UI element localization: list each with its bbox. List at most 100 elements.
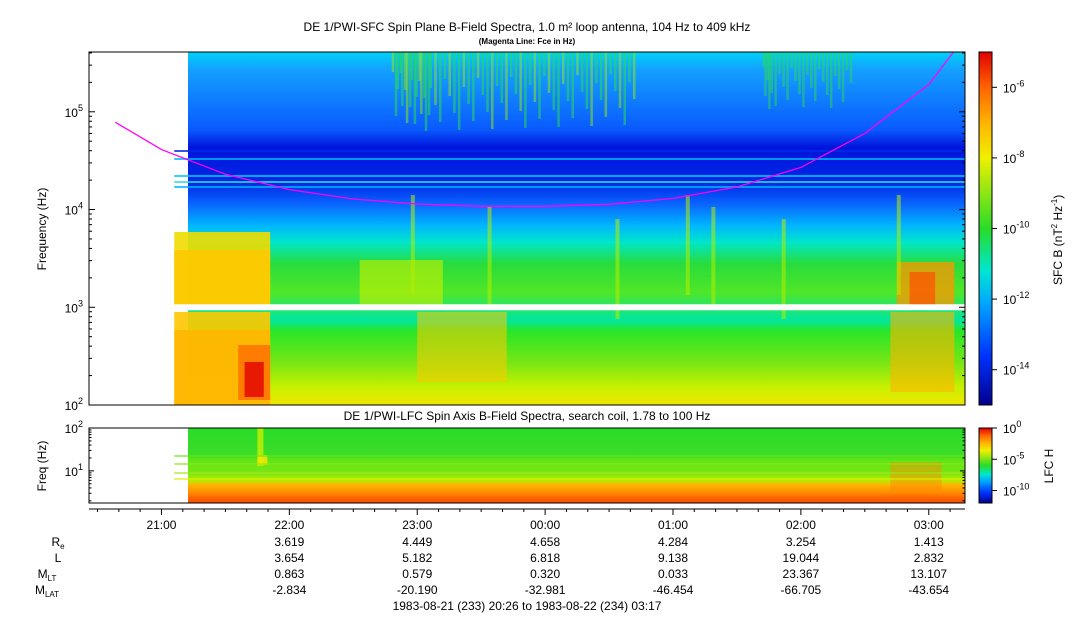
sfc-subtitle: (Magenta Line: Fce in Hz) [479,37,576,46]
time-axis-ticks: 21:00 22:00 23:00 00:00 01:00 02:00 03:00 [97,509,951,532]
lfc-features [174,428,965,492]
sfc-spectral-feature [711,207,716,307]
sfc-spectral-feature [552,52,556,110]
sfc-spectral-feature [585,52,589,109]
sfc-y-tick-label: 105 [65,103,83,120]
sfc-spectral-feature [590,52,593,126]
sfc-spectral-feature [790,52,793,68]
sfc-spectral-feature [774,52,777,106]
ephemeris-value: 3.619 [274,535,304,549]
sfc-spectral-feature [443,52,447,79]
ephemeris-value: 6.818 [530,551,560,565]
sfc-spectral-feature [434,52,437,105]
sfc-spectral-feature [632,52,636,99]
sfc-spectral-feature [453,52,456,113]
ephemeris-row-label: MLAT [35,583,59,599]
sfc-spectral-feature [614,52,617,91]
ephemeris-value: 1.413 [914,535,944,549]
sfc-data-gap-band [174,304,965,311]
sfc-spectral-feature [427,52,431,115]
time-tick-label: 03:00 [914,518,944,532]
sfc-spectral-feature [174,186,965,188]
ephemeris-value: 2.832 [914,551,944,565]
sfc-spectral-feature [609,52,612,74]
ephemeris-row-label: L [55,551,62,565]
lfc-frame [88,427,966,504]
ephemeris-value: 4.449 [402,535,432,549]
sfc-spectral-feature [423,52,426,98]
sfc-spectral-feature [391,52,395,72]
lfc-spectral-feature [174,463,965,465]
sfc-spectral-feature [417,312,507,382]
sfc-spectral-feature [623,52,627,125]
sfc-y-label: Frequency (Hz) [35,188,49,271]
sfc-spectral-feature [798,52,801,94]
sfc-panel: 102 103 104 105 Frequency (Hz) [35,51,966,413]
ephemeris-value: -20.190 [397,583,438,597]
sfc-spectral-feature [764,52,767,96]
sfc-spectral-feature [462,52,466,87]
sfc-spectral-feature [476,52,480,78]
ephemeris-value: 0.579 [402,567,432,581]
sfc-spectral-feature [562,52,565,84]
sfc-spectral-feature [595,52,598,83]
sfc-spectral-feature [825,52,829,95]
sfc-spectral-feature [770,52,773,93]
sfc-spectral-feature [821,52,825,82]
lfc-panel: 101 102 Freq (Hz) [35,419,966,504]
time-tick-label: 00:00 [530,518,560,532]
ephemeris-row-label: MLT [38,567,57,583]
sfc-spectral-feature [580,52,584,92]
lfc-colorbar-label: LFC H [1042,449,1056,484]
sfc-spectral-feature [401,52,404,106]
sfc-spectral-feature [538,52,541,119]
sfc-spectral-feature [396,52,399,89]
sfc-features [174,52,965,405]
sfc-spectral-feature [174,250,271,306]
sfc-spectral-feature [174,181,965,183]
time-tick-label: 01:00 [658,518,688,532]
lfc-colorbar: 100 10-5 10-10 LFC H [978,419,1056,504]
sfc-spectral-feature [394,52,398,116]
sfc-frame [88,51,966,406]
sfc-spectral-feature [533,52,537,102]
lfc-colorbar-tick-label: 10-5 [1003,450,1024,467]
sfc-spectral-feature [841,52,845,102]
lfc-spectral-feature [890,462,942,492]
time-axis: 21:00 22:00 23:00 00:00 01:00 02:00 03:00 [89,508,965,532]
lfc-colorbar-tick-label: 10-10 [1003,482,1029,499]
sfc-spectral-feature [244,362,264,397]
sfc-spectral-feature [786,52,789,100]
sfc-spectral-feature [487,207,492,307]
ephemeris-value: 19.044 [783,551,820,565]
sfc-spectral-feature [500,52,503,103]
sfc-spectral-feature [849,52,853,83]
sfc-colorbar-ticks: 10-6 10-8 10-10 10-12 10-14 [992,78,1029,378]
sfc-spectral-feature [571,52,574,118]
ephemeris-value: 3.654 [274,551,304,565]
sfc-spectral-feature [420,52,423,114]
sfc-spectral-feature [505,52,508,120]
sfc-spectral-feature [429,52,433,88]
lfc-spectral-feature [257,428,264,466]
time-tick-label: 23:00 [402,518,432,532]
sfc-spectral-feature [174,150,965,152]
sfc-spectral-feature [810,52,813,88]
sfc-spectral-feature [814,52,817,101]
sfc-spectral-feature [415,52,418,97]
sfc-colorbar-tick-label: 10-12 [1003,290,1029,307]
sfc-spectral-feature [543,52,546,76]
sfc-spectral-feature [448,52,451,96]
sfc-spectral-feature [896,195,901,295]
time-range-label: 1983-08-21 (233) 20:26 to 1983-08-22 (23… [393,599,662,613]
lfc-spectrogram-background [188,428,965,503]
lfc-spectrogram [174,428,965,503]
ephemeris-value: 9.138 [658,551,688,565]
sfc-spectral-feature [524,52,527,128]
sfc-y-tick-label: 103 [65,298,83,315]
lfc-y-tick-label: 102 [65,419,83,436]
sfc-spectrogram [115,52,965,405]
sfc-spectral-feature [909,272,936,306]
sfc-y-axis: 102 103 104 105 [65,52,965,413]
